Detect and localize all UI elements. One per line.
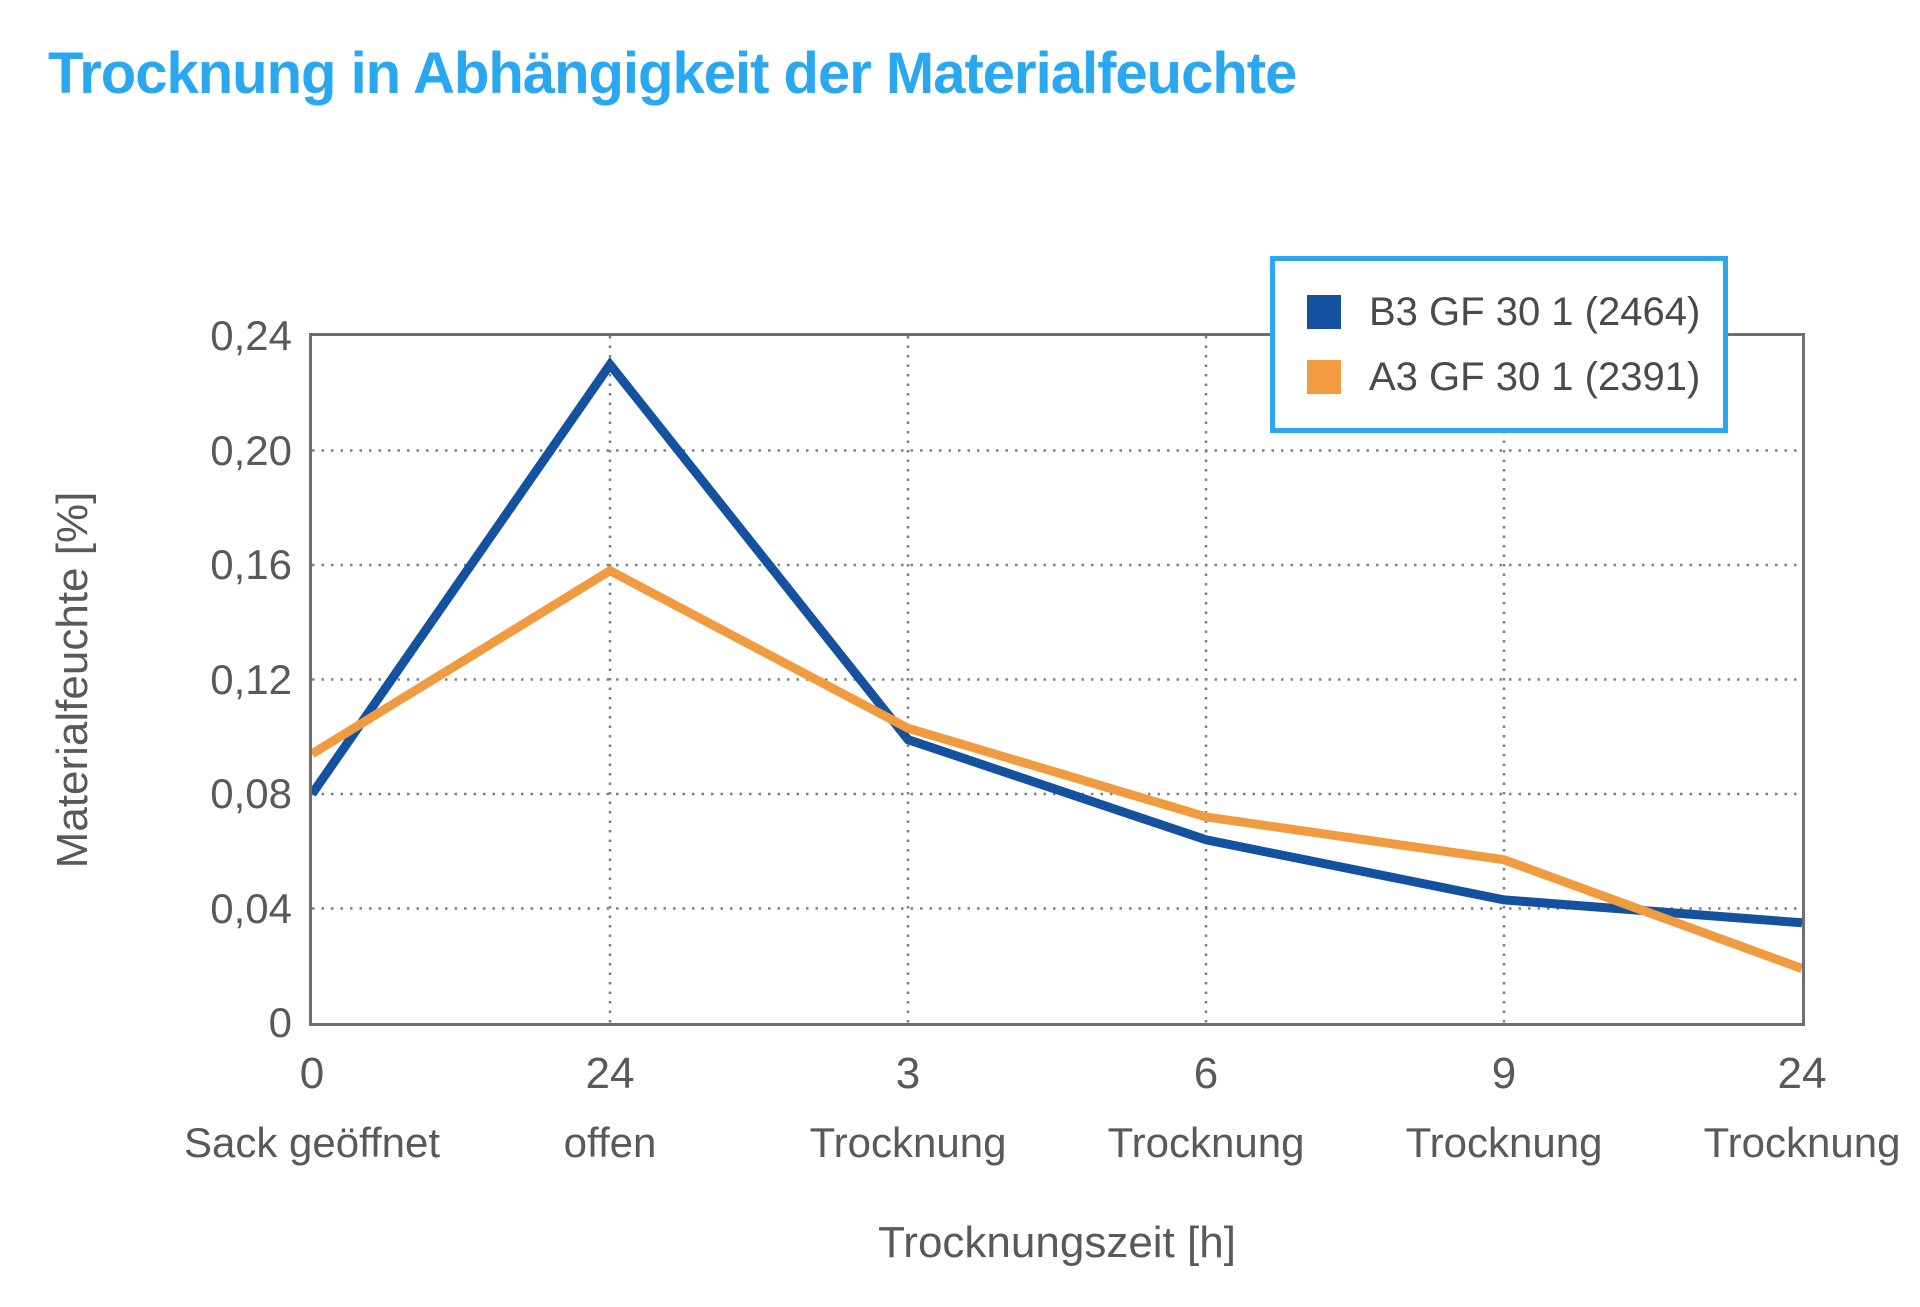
x-axis-title: Trocknungszeit [h] <box>878 1218 1236 1267</box>
x-tick-sublabel: offen <box>563 1119 657 1166</box>
legend-item-1: A3 GF 30 1 (2391) <box>1307 355 1723 400</box>
legend-swatch-icon <box>1307 360 1341 394</box>
series-line-1 <box>312 565 1802 973</box>
x-tick-sublabel: Trocknung <box>1703 1119 1901 1166</box>
x-tick: 9 Trocknung <box>1406 1050 1603 1166</box>
x-tick: 3 Trocknung <box>810 1050 1007 1166</box>
x-tick-number: 3 <box>895 1049 921 1098</box>
y-tick-label: 0,16 <box>210 541 292 588</box>
y-tick-label: 0,08 <box>210 770 292 817</box>
x-tick-sublabel: Trocknung <box>809 1119 1007 1166</box>
legend-item-0: B3 GF 30 1 (2464) <box>1307 290 1723 335</box>
x-tick-sublabel: Sack geöffnet <box>183 1119 441 1166</box>
y-tick-label: 0,12 <box>210 655 292 703</box>
x-tick-number: 24 <box>1777 1049 1827 1098</box>
legend-swatch-icon <box>1307 295 1341 329</box>
x-tick: 0 Sack geöffnet <box>184 1050 440 1166</box>
x-tick-sublabel: Trocknung <box>1405 1119 1603 1166</box>
x-tick-number: 0 <box>299 1049 325 1098</box>
x-tick-number: 9 <box>1491 1049 1517 1098</box>
x-tick-number: 6 <box>1193 1049 1219 1098</box>
x-tick: 24 offen <box>564 1050 657 1166</box>
legend: B3 GF 30 1 (2464) A3 GF 30 1 (2391) <box>1270 256 1728 433</box>
y-tick-label: 0,20 <box>210 426 292 474</box>
y-tick-label: 0,04 <box>210 884 292 932</box>
chart-title: Trocknung in Abhängigkeit der Materialfe… <box>48 41 1297 106</box>
x-tick: 6 Trocknung <box>1108 1050 1305 1166</box>
series-line-0 <box>312 357 1802 928</box>
legend-label: A3 GF 30 1 (2391) <box>1369 354 1701 399</box>
y-tick-label: 0 <box>268 999 292 1046</box>
y-tick-label: 0,24 <box>210 312 292 359</box>
legend-label: B3 GF 30 1 (2464) <box>1369 289 1701 334</box>
x-tick: 24 Trocknung <box>1704 1050 1901 1166</box>
x-tick-sublabel: Trocknung <box>1107 1119 1305 1166</box>
x-tick-number: 24 <box>585 1049 635 1098</box>
plot-area <box>309 333 1805 1026</box>
plot-lines-svg <box>312 336 1802 1023</box>
